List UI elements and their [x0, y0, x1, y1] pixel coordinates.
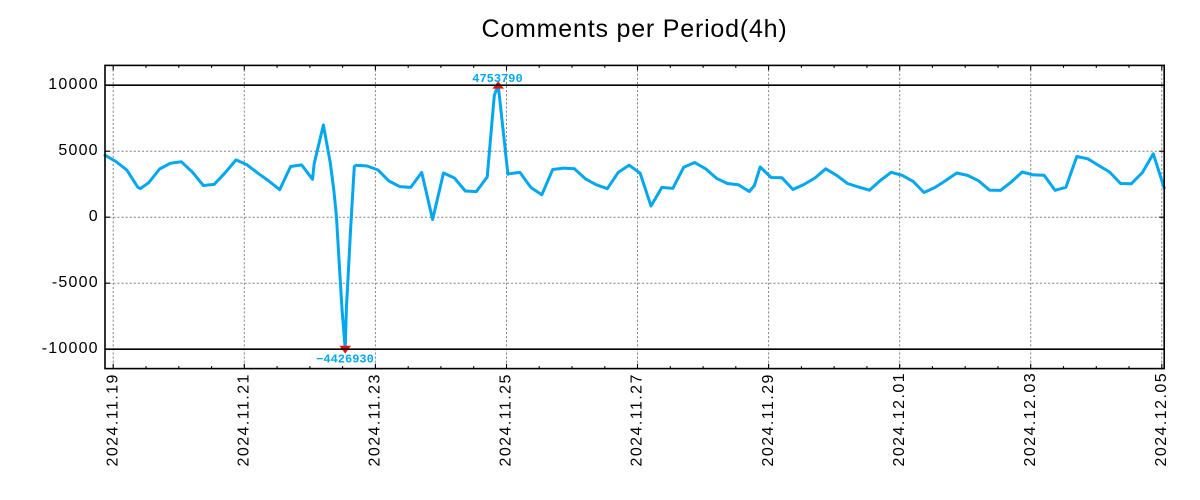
svg-text:2024.11.27: 2024.11.27: [629, 373, 646, 466]
svg-text:4753790: 4753790: [472, 72, 522, 86]
svg-text:2024.12.05: 2024.12.05: [1153, 372, 1170, 467]
svg-text:2024.12.03: 2024.12.03: [1022, 372, 1039, 467]
svg-text:2024.11.25: 2024.11.25: [498, 373, 515, 466]
svg-text:10000: 10000: [48, 76, 99, 93]
svg-text:-5000: -5000: [52, 274, 99, 291]
svg-text:2024.11.23: 2024.11.23: [367, 373, 384, 466]
svg-text:Comments per Period(4h): Comments per Period(4h): [481, 15, 787, 43]
svg-text:2024.12.01: 2024.12.01: [891, 372, 908, 467]
svg-text:−4426930: −4426930: [316, 352, 374, 366]
svg-text:2024.11.21: 2024.11.21: [236, 373, 253, 466]
svg-text:2024.11.29: 2024.11.29: [760, 373, 777, 466]
svg-text:0: 0: [89, 208, 99, 225]
svg-text:2024.11.19: 2024.11.19: [104, 373, 121, 466]
svg-text:-10000: -10000: [42, 340, 99, 357]
svg-text:5000: 5000: [58, 142, 98, 159]
